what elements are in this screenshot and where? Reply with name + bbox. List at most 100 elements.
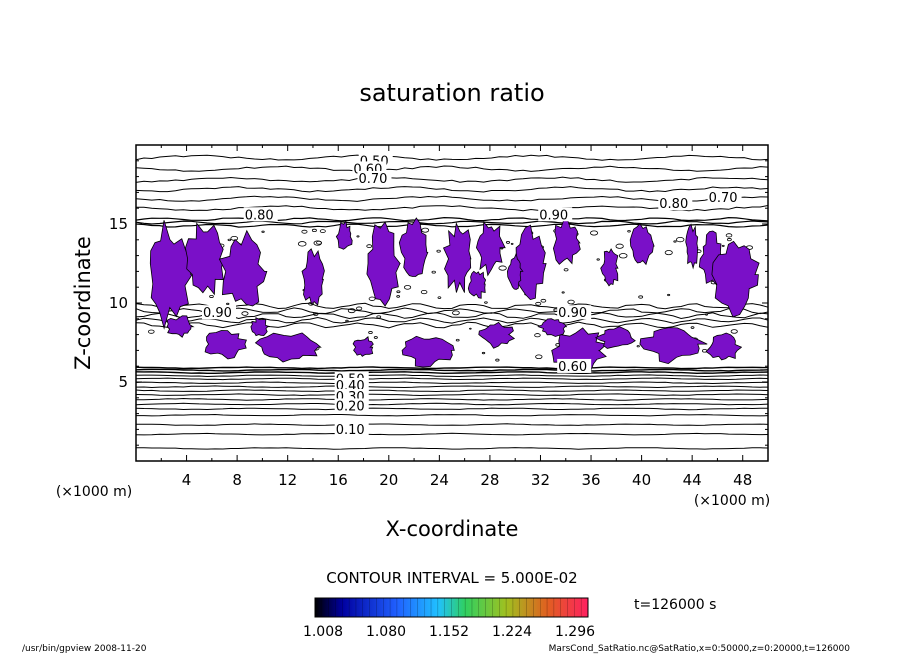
supersat-region xyxy=(600,248,619,287)
y-tick-label: 5 xyxy=(118,373,128,391)
contour-label-bg xyxy=(243,207,278,222)
contour-line xyxy=(135,377,769,381)
time-label: t=126000 s xyxy=(634,597,716,613)
x-axis-label: X-coordinate xyxy=(386,517,519,541)
x-tick-label: 20 xyxy=(379,471,398,489)
contour-cell xyxy=(469,327,472,330)
contour-line xyxy=(136,423,769,426)
contour-line xyxy=(135,223,769,228)
contour-label-bg xyxy=(557,358,592,373)
contour-cell xyxy=(230,235,239,241)
contour-line xyxy=(135,216,769,222)
contour-line xyxy=(135,371,769,375)
y-axis-ticks: 5 10 15 xyxy=(109,160,768,446)
contour-cell xyxy=(505,241,511,244)
supersat-region xyxy=(552,220,581,265)
contour-cell xyxy=(567,299,575,305)
colorbar-tick-label: 1.080 xyxy=(366,624,406,640)
colorbar-ticks: 1.008 1.080 1.152 1.224 1.296 xyxy=(303,598,595,640)
x-tick-label: 24 xyxy=(430,471,449,489)
contour-line xyxy=(135,385,769,389)
contour-label: 0.80 xyxy=(245,208,274,223)
contour-cell xyxy=(498,265,507,271)
contour-cell xyxy=(673,240,677,243)
x-unit-label: (×1000 m) xyxy=(694,493,770,509)
contour-label: 0.10 xyxy=(336,423,365,438)
contour-cell xyxy=(452,310,460,316)
contour-cell xyxy=(356,235,360,238)
supersat-region xyxy=(218,229,268,307)
contour-cell xyxy=(705,313,708,316)
contour-cell xyxy=(535,354,543,360)
y-tick-label: 10 xyxy=(109,294,128,312)
contour-label: 0.20 xyxy=(336,399,365,414)
contour-line xyxy=(135,316,769,324)
contour-cell xyxy=(241,311,249,316)
contour-label: 0.60 xyxy=(558,360,587,375)
contour-cell xyxy=(396,295,401,298)
contour-cell xyxy=(675,236,685,243)
contour-cell xyxy=(561,291,565,294)
contour-cell xyxy=(495,358,500,362)
contour-cell xyxy=(431,270,436,274)
supersat-region xyxy=(352,336,374,357)
contour-cell xyxy=(319,229,326,234)
contour-line xyxy=(136,413,769,417)
contour-line xyxy=(135,302,769,310)
contour-cell xyxy=(725,233,733,238)
contour-cell xyxy=(664,250,673,256)
contour-cell xyxy=(437,296,442,299)
contour-line xyxy=(135,366,769,370)
supersat-region xyxy=(442,221,472,293)
contour-cell xyxy=(540,298,547,303)
contour-cell xyxy=(627,230,631,233)
colorbar-tick-label: 1.224 xyxy=(492,624,532,640)
contour-cell xyxy=(403,285,412,290)
contour-cell xyxy=(667,293,671,297)
contour-cell xyxy=(347,308,356,314)
contour-cell xyxy=(227,238,232,242)
supersat-region xyxy=(705,332,742,361)
contour-cell xyxy=(510,242,514,245)
supersat-region xyxy=(537,318,568,337)
contour-cell xyxy=(484,301,488,304)
supersat-region xyxy=(335,220,353,250)
contour-line xyxy=(135,374,769,378)
supersat-region xyxy=(149,220,193,330)
colorbar-tick-label: 1.008 xyxy=(303,624,343,640)
contour-cell xyxy=(373,336,378,339)
contour-cell xyxy=(313,312,319,316)
contour-label-bg xyxy=(201,305,236,320)
supersat-region xyxy=(629,223,655,266)
x-tick-label: 28 xyxy=(480,471,499,489)
contour-cell xyxy=(638,295,644,299)
supersat-region xyxy=(184,222,225,296)
contour-cell xyxy=(690,326,695,329)
contour-label-bg xyxy=(557,305,592,320)
x-tick-label: 36 xyxy=(581,471,600,489)
supersat-region xyxy=(467,270,487,299)
x-tick-label: 40 xyxy=(632,471,651,489)
contour-line xyxy=(136,447,769,450)
contour-cell xyxy=(590,230,599,236)
y-unit-label: (×1000 m) xyxy=(56,484,132,500)
contour-cell xyxy=(148,329,155,334)
contour-cell xyxy=(618,253,628,259)
contour-label: 0.90 xyxy=(539,208,568,223)
x-tick-label: 44 xyxy=(683,471,702,489)
contour-line xyxy=(135,312,769,320)
footer-right: MarsCond_SatRatio.nc@SatRatio,x=0:50000,… xyxy=(549,644,851,654)
contour-cell xyxy=(636,345,640,348)
contour-cell xyxy=(261,230,265,233)
contour-line xyxy=(135,186,769,193)
x-tick-label: 12 xyxy=(278,471,297,489)
contour-cell xyxy=(420,289,428,295)
contour-line xyxy=(135,397,769,401)
contour-cell xyxy=(396,290,401,294)
supersat-region xyxy=(685,223,699,270)
contour-line xyxy=(135,176,769,183)
chart-title: saturation ratio xyxy=(359,79,544,107)
contour-cell xyxy=(615,243,624,249)
